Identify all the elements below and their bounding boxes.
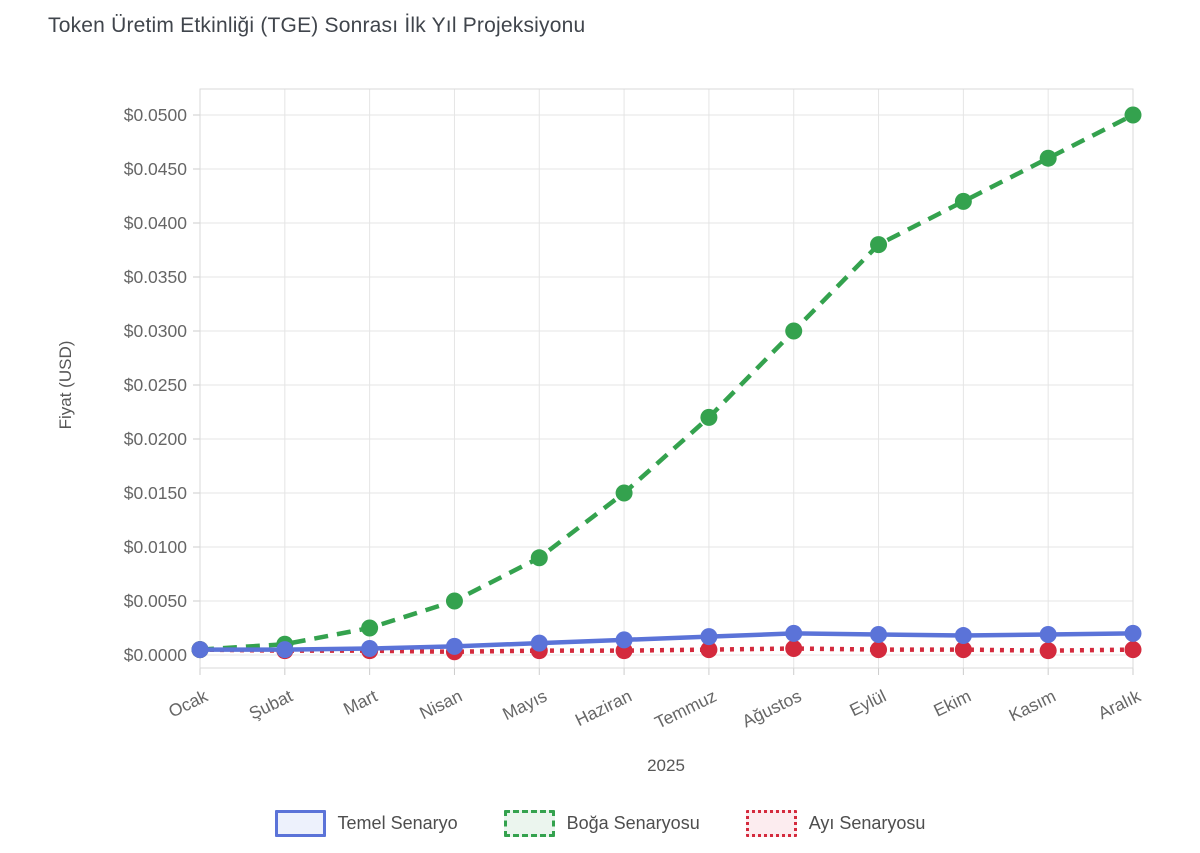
data-point	[1039, 642, 1057, 660]
data-point	[530, 549, 548, 567]
x-tick-label: Nisan	[416, 686, 465, 724]
data-point	[1124, 106, 1142, 124]
data-point	[361, 619, 379, 637]
data-point	[445, 637, 463, 655]
data-point	[700, 408, 718, 426]
x-tick-label: Ağustos	[739, 686, 805, 732]
x-tick-label: Eylül	[846, 686, 889, 721]
x-tick-label: Ocak	[165, 686, 211, 722]
x-tick-label: Mayıs	[499, 686, 550, 725]
legend-item-ayi-senaryosu[interactable]: Ayı Senaryosu	[745, 810, 926, 837]
y-tick-label: $0.0200	[124, 429, 188, 449]
data-point	[191, 641, 209, 659]
data-point	[954, 641, 972, 659]
y-tick-label: $0.0400	[124, 213, 188, 233]
data-point	[700, 628, 718, 646]
legend-swatch-solid-line-icon	[274, 810, 326, 837]
x-tick-label: Kasım	[1006, 686, 1059, 726]
plot-area: $0.0000 $0.0050 $0.0100 $0.0150 $0.0200 $0.02…	[124, 88, 1144, 733]
legend-item-temel-senaryo[interactable]: Temel Senaryo	[274, 810, 458, 837]
data-point	[276, 641, 294, 659]
data-point	[954, 627, 972, 645]
x-tick-label: Şubat	[246, 686, 296, 724]
x-tick-label: Haziran	[572, 686, 635, 730]
legend-label: Ayı Senaryosu	[808, 813, 926, 833]
data-point	[785, 322, 803, 340]
y-tick-label: $0.0350	[124, 267, 188, 287]
data-point	[870, 236, 888, 254]
data-point	[954, 192, 972, 210]
data-point	[1124, 641, 1142, 659]
y-tick-label: $0.0450	[124, 159, 188, 179]
y-tick-label: $0.0500	[124, 105, 188, 125]
data-point	[615, 484, 633, 502]
data-point	[785, 624, 803, 642]
data-point	[361, 640, 379, 658]
chart-title: Token Üretim Etkinliği (TGE) Sonrası İlk…	[48, 14, 586, 37]
x-tick-label: Temmuz	[651, 686, 719, 733]
legend-item-boga-senaryosu[interactable]: Boğa Senaryosu	[503, 810, 700, 837]
legend-swatch-dotted-line-icon	[745, 810, 797, 837]
data-point	[1124, 624, 1142, 642]
legend-swatch-dashed-line-icon	[503, 810, 555, 837]
y-tick-label: $0.0300	[124, 321, 188, 341]
data-point	[785, 640, 803, 658]
y-tick-label: $0.0250	[124, 375, 188, 395]
data-point	[445, 592, 463, 610]
data-point	[700, 641, 718, 659]
legend-label: Temel Senaryo	[337, 813, 458, 833]
plot-border	[199, 88, 1134, 669]
data-point	[1039, 625, 1057, 643]
y-tick-label: $0.0000	[124, 645, 188, 665]
x-tick-label: Ekim	[930, 686, 974, 721]
data-point	[870, 625, 888, 643]
series-line-dashed	[199, 112, 1135, 652]
series-line-solid	[200, 631, 1134, 652]
legend: Temel Senaryo Boğa Senaryosu Ayı Senaryo…	[0, 810, 1200, 837]
y-tick-label: $0.0150	[124, 483, 188, 503]
x-tick-label: Aralık	[1095, 686, 1144, 724]
x-axis-title: 2025	[647, 756, 685, 775]
data-point	[530, 634, 548, 652]
y-tick-label: $0.0050	[124, 591, 188, 611]
data-point	[615, 631, 633, 649]
data-point	[1039, 149, 1057, 167]
data-point	[870, 641, 888, 659]
x-tick-label: Mart	[340, 686, 380, 719]
y-tick-label: $0.0100	[124, 537, 188, 557]
legend-label: Boğa Senaryosu	[566, 813, 700, 833]
